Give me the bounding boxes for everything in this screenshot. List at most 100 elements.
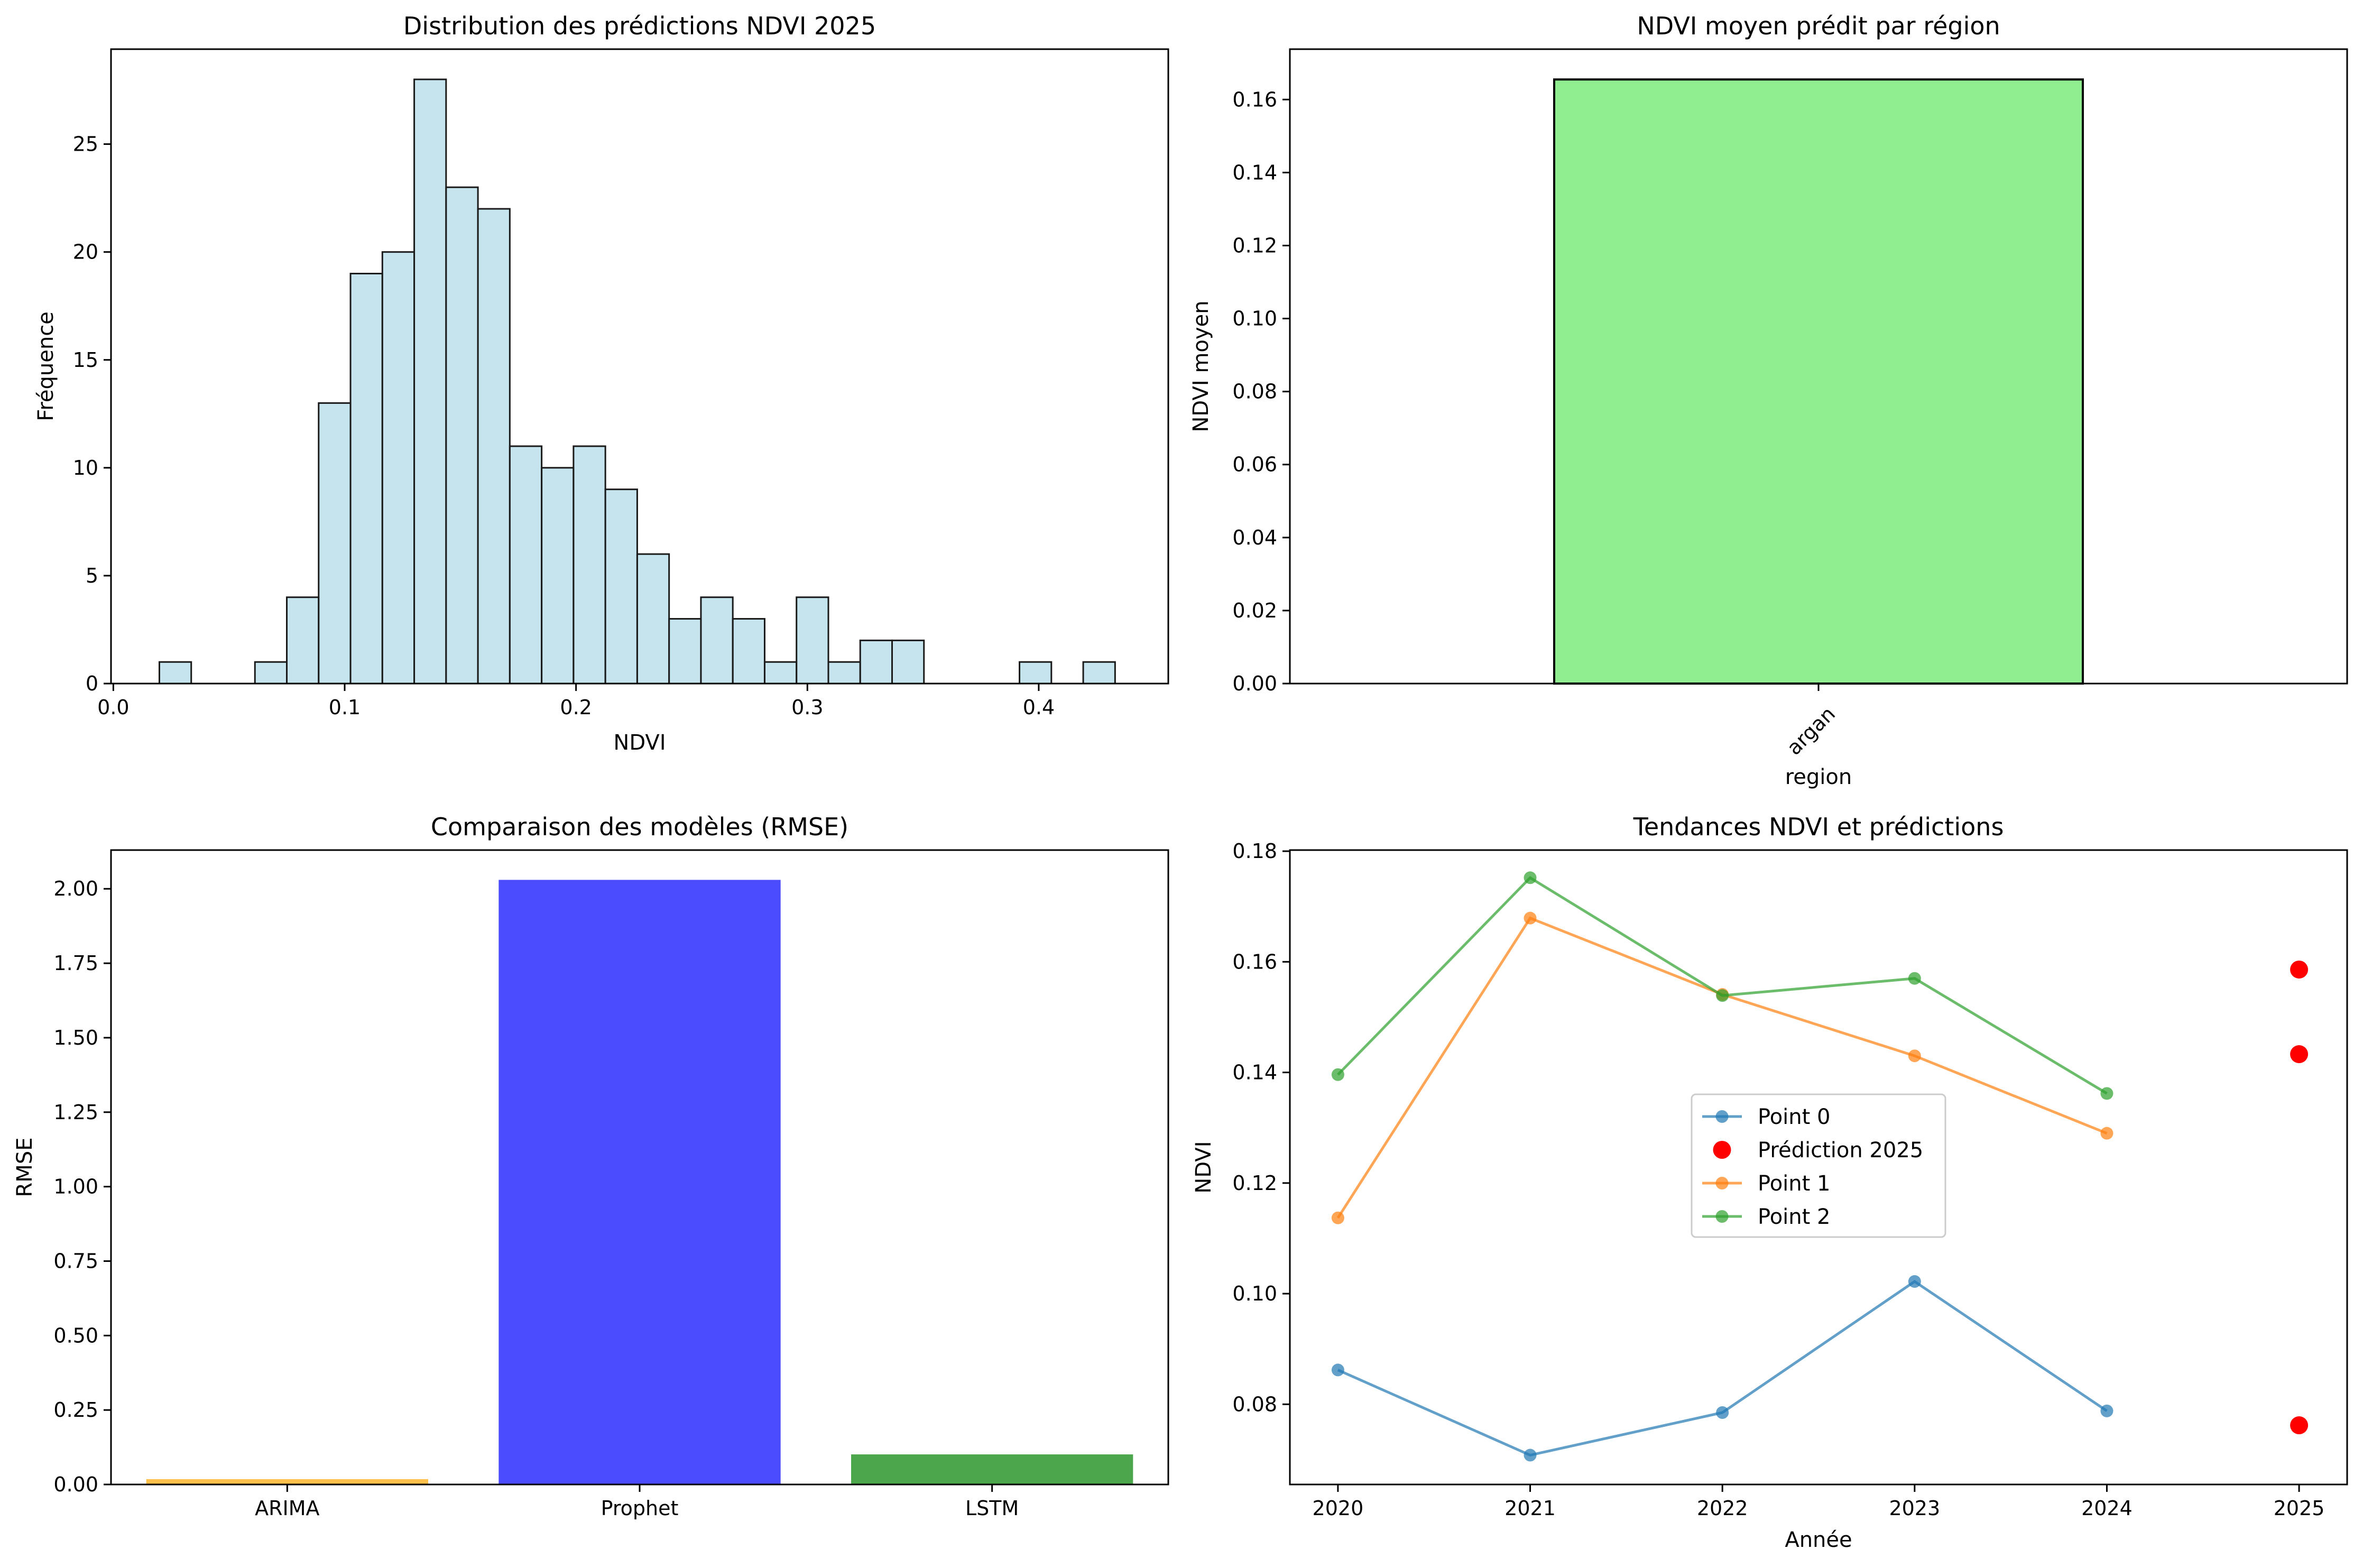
y-tick-label: 0.75 — [53, 1249, 98, 1272]
x-axis-label: NDVI — [613, 731, 666, 755]
prediction-point — [2290, 1416, 2309, 1435]
plot-frame — [110, 48, 1169, 685]
legend-marker — [1715, 1210, 1729, 1223]
x-tick-label: 0.3 — [791, 696, 823, 719]
data-point — [1524, 871, 1537, 884]
x-tick-label: 2023 — [1889, 1497, 1940, 1520]
histogram-bar — [254, 661, 288, 685]
y-tick-label: 15 — [73, 348, 98, 372]
y-axis-label: RMSE — [13, 1138, 37, 1197]
prediction-point — [2290, 960, 2309, 979]
x-tick-label: 0.0 — [97, 696, 129, 719]
chart-title: Distribution des prédictions NDVI 2025 — [403, 12, 876, 40]
histogram-bar — [445, 186, 479, 685]
y-tick-label: 0.02 — [1232, 599, 1277, 622]
y-tick-label: 0.14 — [1232, 161, 1277, 184]
x-tick-label: 0.2 — [560, 696, 592, 719]
x-axis-label: Année — [1785, 1528, 1852, 1552]
y-tick-label: 5 — [86, 564, 98, 587]
chart-title: Tendances NDVI et prédictions — [1633, 813, 2004, 841]
legend-marker — [1715, 1110, 1729, 1123]
model-bar — [499, 880, 781, 1484]
histogram-bar — [509, 445, 543, 685]
y-axis-label: NDVI — [1192, 1141, 1216, 1193]
histogram-bar — [763, 661, 798, 685]
x-axis-label: region — [1785, 765, 1852, 789]
histogram-bar — [158, 661, 192, 685]
x-tick-label: 0.4 — [1023, 696, 1055, 719]
x-tick-label: argan — [1782, 702, 1840, 760]
histogram-bar — [732, 618, 765, 685]
region-bar — [1553, 78, 2084, 685]
series-line — [1337, 876, 2108, 1095]
legend-label: Point 0 — [1758, 1105, 1830, 1129]
y-tick-label: 0.04 — [1232, 526, 1277, 549]
y-tick-label: 0.00 — [1232, 672, 1277, 695]
chart-title: NDVI moyen prédit par région — [1637, 12, 2000, 40]
x-tick-label: 2020 — [1313, 1497, 1364, 1520]
x-tick-label: ARIMA — [255, 1497, 319, 1520]
x-tick-label: LSTM — [965, 1497, 1019, 1520]
x-tick-label: Prophet — [601, 1497, 679, 1520]
histogram-bar — [604, 488, 638, 685]
data-point — [2100, 1404, 2113, 1417]
y-tick-label: 1.75 — [53, 952, 98, 975]
data-point — [1908, 1049, 1921, 1063]
y-tick-label: 2.00 — [53, 877, 98, 900]
histogram-bar — [286, 596, 320, 685]
y-axis-label: Fréquence — [34, 311, 58, 421]
data-point — [2100, 1087, 2113, 1100]
series-line — [1337, 1280, 2108, 1457]
y-tick-label: 0.08 — [1232, 1392, 1277, 1416]
data-point — [1716, 1406, 1729, 1419]
model-bar — [851, 1454, 1133, 1484]
data-point — [1524, 1449, 1537, 1462]
y-tick-label: 0.12 — [1232, 234, 1277, 257]
histogram-bar — [700, 596, 734, 685]
y-tick-label: 0 — [86, 672, 98, 695]
y-tick-label: 0.25 — [53, 1398, 98, 1422]
histogram-bar — [573, 445, 606, 685]
data-point — [1908, 1275, 1921, 1288]
x-tick-label: 2021 — [1504, 1497, 1556, 1520]
legend-label: Prédiction 2025 — [1758, 1138, 1923, 1163]
histogram-bar — [827, 661, 861, 685]
legend-marker — [1715, 1177, 1729, 1189]
y-tick-label: 0.18 — [1232, 840, 1277, 863]
legend-box — [1691, 1093, 1946, 1238]
x-tick-label: 0.1 — [329, 696, 361, 719]
y-tick-label: 1.00 — [53, 1175, 98, 1198]
data-point — [1716, 989, 1729, 1002]
y-tick-label: 0.50 — [53, 1324, 98, 1347]
histogram-bar — [477, 208, 511, 685]
y-tick-label: 20 — [73, 241, 98, 264]
data-point — [1524, 911, 1537, 925]
y-tick-label: 10 — [73, 456, 98, 479]
y-tick-label: 0.14 — [1232, 1061, 1277, 1084]
histogram-bar — [413, 78, 447, 685]
y-tick-label: 0.00 — [53, 1473, 98, 1496]
histogram-bar — [381, 251, 416, 685]
histogram-bar — [1019, 661, 1053, 685]
histogram-bar — [668, 618, 702, 685]
legend-label: Point 2 — [1758, 1205, 1830, 1229]
y-tick-label: 0.16 — [1232, 88, 1277, 111]
y-tick-label: 0.12 — [1232, 1172, 1277, 1195]
data-point — [1331, 1068, 1344, 1081]
data-point — [1331, 1363, 1344, 1377]
histogram-bar — [796, 596, 829, 685]
histogram-bar — [891, 639, 925, 685]
model-bar — [146, 1479, 429, 1484]
x-tick-label: 2025 — [2274, 1497, 2325, 1520]
x-tick-label: 2022 — [1697, 1497, 1748, 1520]
plot-frame — [1289, 849, 2348, 1486]
y-tick-label: 0.16 — [1232, 950, 1277, 973]
chart-title: Comparaison des modèles (RMSE) — [431, 813, 848, 841]
y-tick-label: 1.50 — [53, 1026, 98, 1049]
prediction-point — [2290, 1045, 2309, 1064]
histogram-bar — [318, 402, 352, 685]
y-tick-label: 0.10 — [1232, 1282, 1277, 1305]
data-point — [2100, 1127, 2113, 1140]
y-tick-label: 1.25 — [53, 1101, 98, 1124]
